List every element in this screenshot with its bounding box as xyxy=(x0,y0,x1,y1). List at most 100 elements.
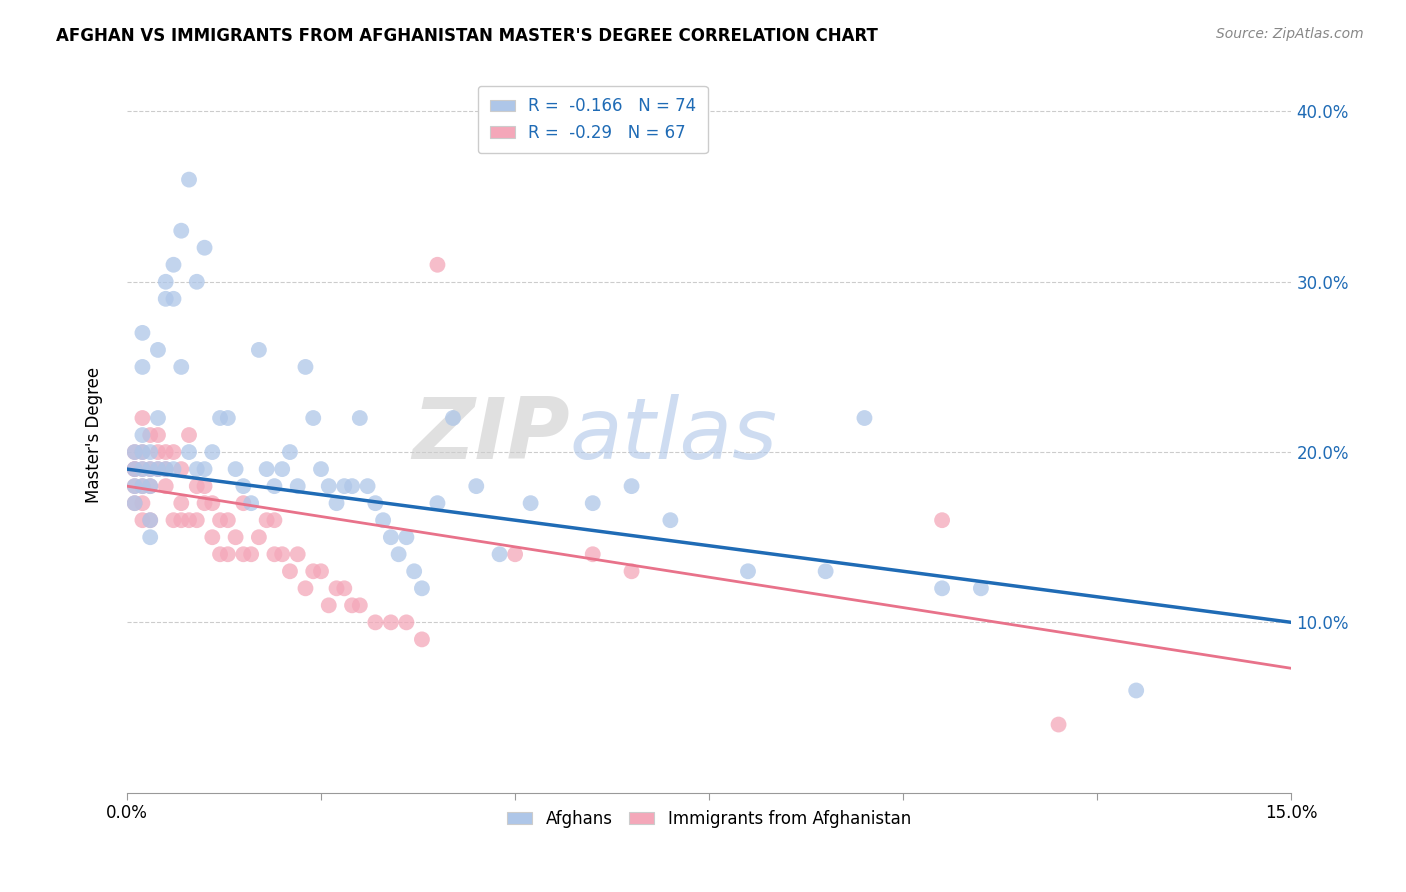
Point xyxy=(371,513,394,527)
Point xyxy=(170,359,193,374)
Point xyxy=(340,599,363,613)
Point xyxy=(404,564,426,578)
Point xyxy=(380,615,402,630)
Point xyxy=(620,479,643,493)
Point xyxy=(162,462,184,476)
Point xyxy=(162,292,184,306)
Point xyxy=(309,564,332,578)
Point xyxy=(263,513,285,527)
Point xyxy=(139,462,162,476)
Point xyxy=(131,462,153,476)
Point xyxy=(465,479,488,493)
Point xyxy=(124,445,146,459)
Point xyxy=(131,479,153,493)
Point xyxy=(931,513,953,527)
Point xyxy=(139,530,162,544)
Point xyxy=(278,564,301,578)
Point xyxy=(318,599,340,613)
Point xyxy=(217,411,239,425)
Point xyxy=(193,496,215,510)
Point xyxy=(395,530,418,544)
Point xyxy=(620,564,643,578)
Point xyxy=(170,224,193,238)
Point xyxy=(155,445,177,459)
Point xyxy=(294,582,316,596)
Point xyxy=(232,547,254,561)
Point xyxy=(177,513,200,527)
Point xyxy=(155,462,177,476)
Point xyxy=(124,445,146,459)
Y-axis label: Master's Degree: Master's Degree xyxy=(86,367,103,503)
Point xyxy=(131,326,153,340)
Point xyxy=(333,582,356,596)
Point xyxy=(278,445,301,459)
Point xyxy=(155,275,177,289)
Point xyxy=(124,479,146,493)
Point xyxy=(209,411,232,425)
Point xyxy=(247,530,270,544)
Point xyxy=(287,547,309,561)
Point xyxy=(201,530,224,544)
Point xyxy=(146,411,169,425)
Point xyxy=(177,445,200,459)
Point xyxy=(356,479,378,493)
Point xyxy=(177,172,200,186)
Legend: Afghans, Immigrants from Afghanistan: Afghans, Immigrants from Afghanistan xyxy=(501,803,918,834)
Point xyxy=(309,462,332,476)
Point xyxy=(193,479,215,493)
Point xyxy=(256,462,278,476)
Point xyxy=(139,428,162,442)
Point xyxy=(146,462,169,476)
Point xyxy=(1125,683,1147,698)
Point xyxy=(131,428,153,442)
Point xyxy=(247,343,270,357)
Point xyxy=(170,462,193,476)
Point xyxy=(302,411,325,425)
Point xyxy=(124,462,146,476)
Point xyxy=(318,479,340,493)
Point xyxy=(582,496,605,510)
Point xyxy=(519,496,541,510)
Point xyxy=(488,547,510,561)
Point xyxy=(170,513,193,527)
Point xyxy=(201,445,224,459)
Point xyxy=(814,564,837,578)
Point xyxy=(426,258,449,272)
Point xyxy=(388,547,411,561)
Point xyxy=(271,547,294,561)
Point xyxy=(225,530,247,544)
Point xyxy=(659,513,682,527)
Point xyxy=(186,513,208,527)
Point xyxy=(364,496,387,510)
Point xyxy=(124,462,146,476)
Point xyxy=(139,479,162,493)
Point xyxy=(232,496,254,510)
Point xyxy=(209,513,232,527)
Point xyxy=(294,359,316,374)
Point xyxy=(970,582,993,596)
Text: ZIP: ZIP xyxy=(412,393,569,476)
Point xyxy=(177,428,200,442)
Point xyxy=(582,547,605,561)
Point xyxy=(139,513,162,527)
Point xyxy=(131,359,153,374)
Point xyxy=(349,599,371,613)
Point xyxy=(146,462,169,476)
Point xyxy=(131,513,153,527)
Point xyxy=(217,547,239,561)
Point xyxy=(139,479,162,493)
Point xyxy=(232,479,254,493)
Point xyxy=(395,615,418,630)
Point xyxy=(411,582,433,596)
Point xyxy=(287,479,309,493)
Point xyxy=(131,479,153,493)
Point xyxy=(1047,717,1070,731)
Point xyxy=(146,428,169,442)
Text: AFGHAN VS IMMIGRANTS FROM AFGHANISTAN MASTER'S DEGREE CORRELATION CHART: AFGHAN VS IMMIGRANTS FROM AFGHANISTAN MA… xyxy=(56,27,879,45)
Point xyxy=(256,513,278,527)
Point xyxy=(139,462,162,476)
Point xyxy=(186,479,208,493)
Point xyxy=(139,445,162,459)
Point xyxy=(217,513,239,527)
Point xyxy=(263,479,285,493)
